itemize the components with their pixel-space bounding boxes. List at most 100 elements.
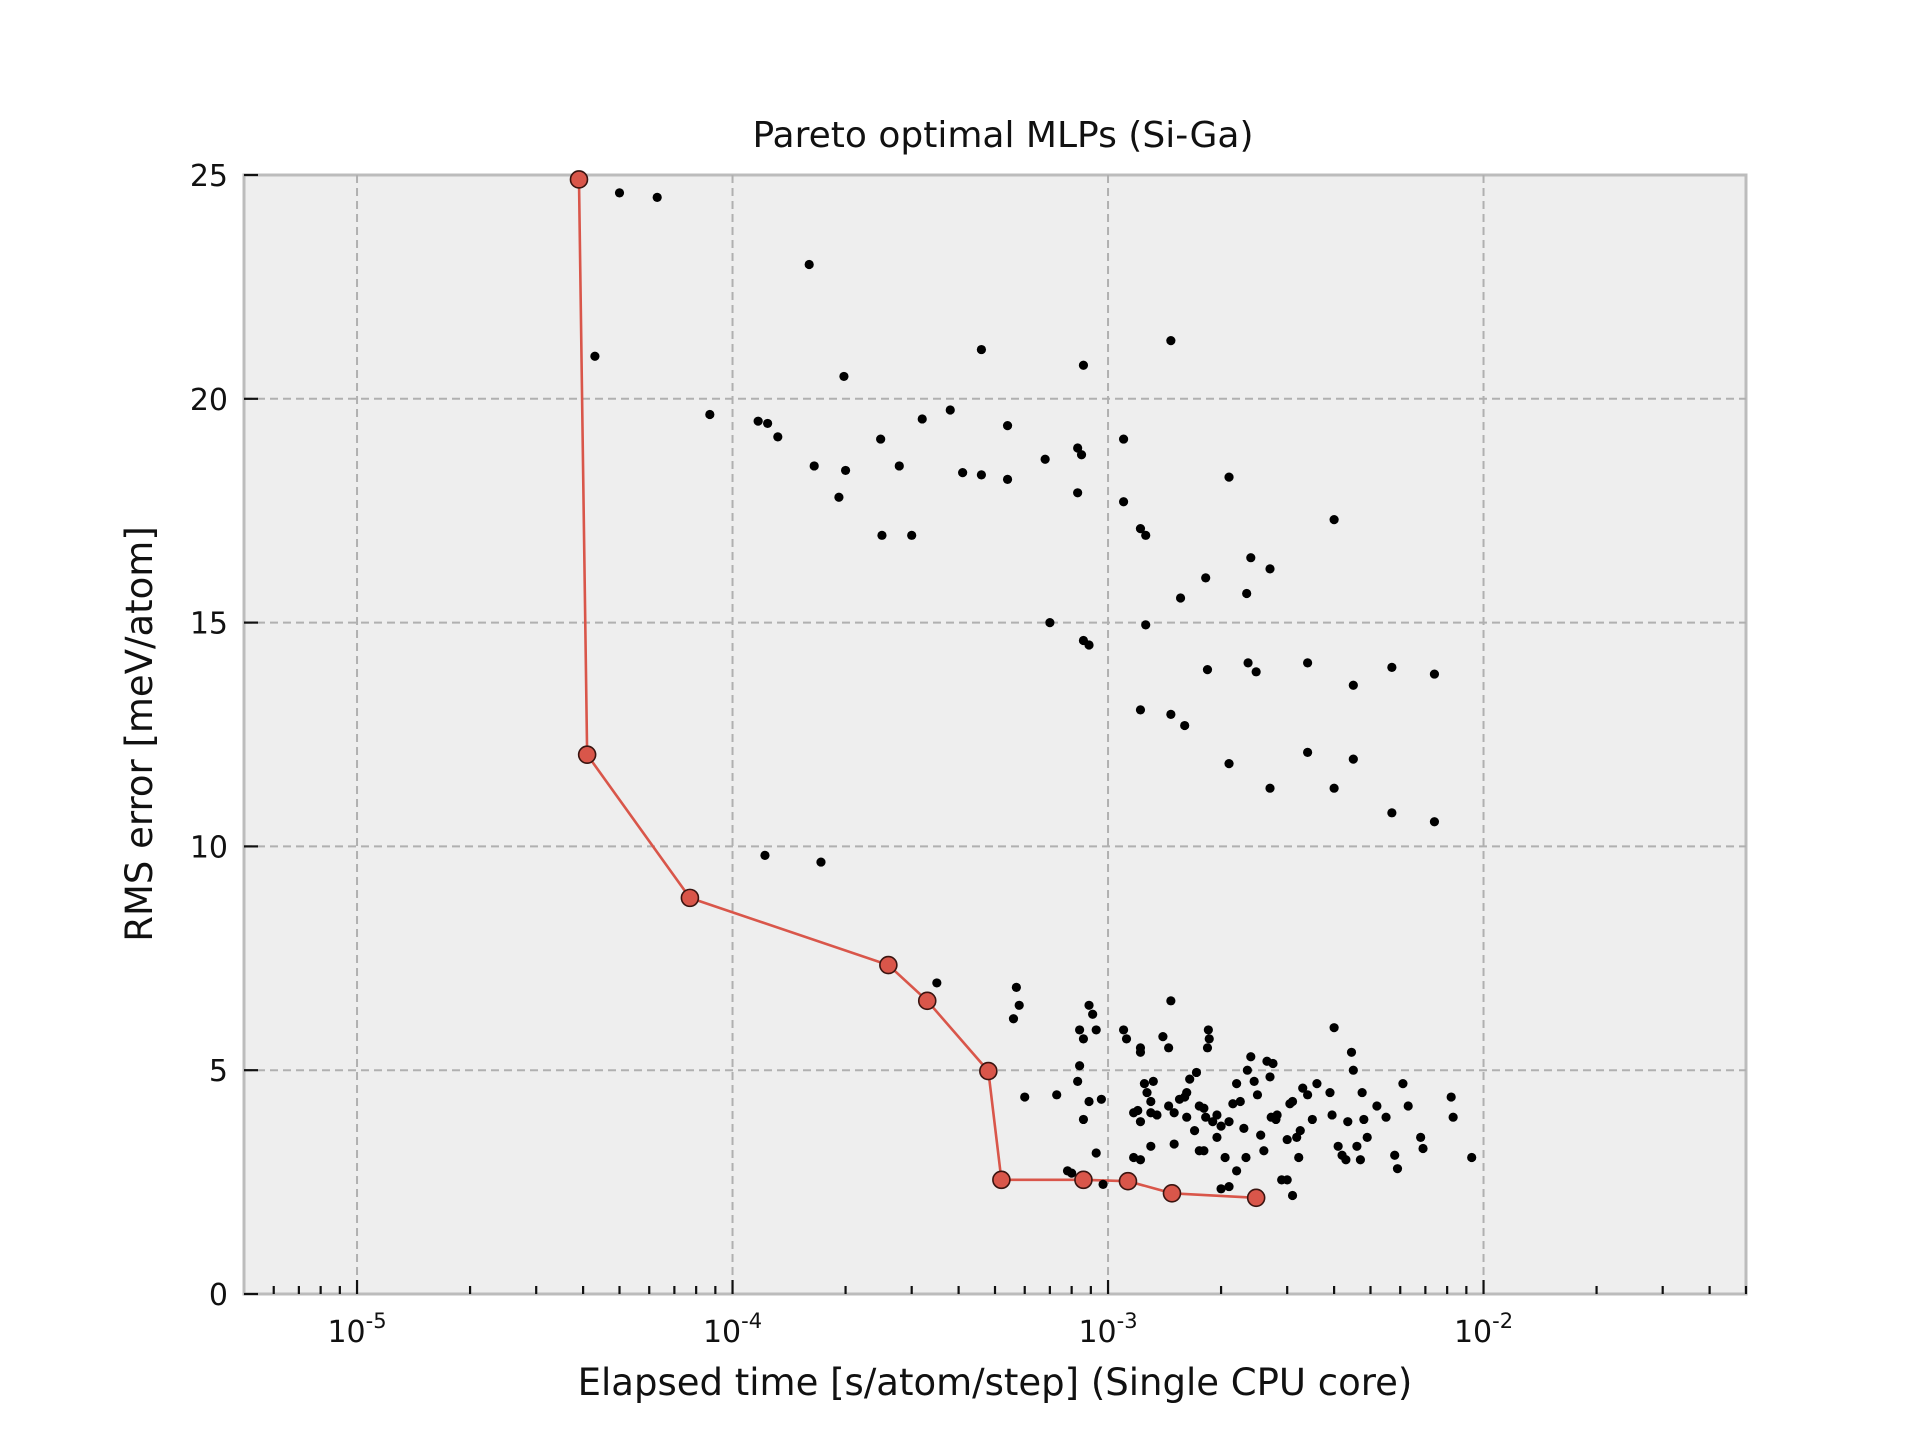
y-tick-label: 10	[190, 830, 228, 865]
data-point	[1008, 1014, 1019, 1024]
data-point	[773, 432, 783, 442]
data-point	[1075, 1025, 1085, 1035]
data-point	[1141, 620, 1151, 630]
data-point	[1265, 564, 1275, 574]
y-tick-label: 25	[190, 159, 228, 194]
data-point	[1359, 1114, 1369, 1125]
data-point	[1075, 1061, 1085, 1071]
data-point	[1158, 1032, 1168, 1042]
data-point	[652, 192, 662, 202]
data-point	[1362, 1132, 1372, 1142]
data-point	[1467, 1152, 1477, 1163]
x-tick-exponent: -3	[1117, 1309, 1138, 1333]
data-point	[1084, 1000, 1094, 1010]
data-point	[1303, 747, 1313, 758]
data-point	[1298, 1083, 1308, 1093]
data-point	[1212, 1132, 1222, 1142]
data-point	[1067, 1168, 1077, 1178]
pareto-point	[680, 888, 700, 908]
data-point	[1199, 1146, 1209, 1156]
data-point	[760, 850, 770, 860]
data-point	[1098, 1179, 1108, 1189]
data-point	[1076, 450, 1087, 460]
data-point	[753, 416, 763, 426]
data-point	[1357, 1087, 1367, 1098]
data-point	[932, 978, 942, 988]
pareto-point	[577, 745, 597, 764]
data-point	[1201, 1112, 1211, 1122]
data-point	[1287, 1190, 1298, 1201]
data-point	[1429, 817, 1440, 827]
chart-title: Pareto optimal MLPs (Si-Ga)	[752, 115, 1253, 156]
data-point	[1164, 1101, 1174, 1111]
data-point	[1251, 667, 1261, 677]
data-point	[1040, 454, 1050, 464]
data-point	[1387, 808, 1397, 818]
data-point	[1429, 669, 1440, 679]
data-point	[1084, 640, 1094, 650]
x-tick-base: 10	[1454, 1315, 1492, 1350]
data-point	[1189, 1126, 1200, 1136]
data-point	[976, 470, 987, 480]
scatter-series	[590, 188, 1477, 1201]
data-point	[1118, 1025, 1129, 1035]
data-point	[1142, 1087, 1152, 1098]
data-point	[1372, 1101, 1382, 1111]
data-point	[1118, 434, 1129, 444]
x-tick-exponent: -5	[366, 1309, 387, 1333]
pareto-point	[1118, 1171, 1138, 1191]
data-point	[1091, 1025, 1101, 1035]
data-point	[1135, 705, 1146, 715]
grid	[244, 175, 1746, 1294]
data-point	[1246, 553, 1256, 563]
x-tick-base: 10	[327, 1315, 365, 1350]
data-point	[1148, 1076, 1158, 1086]
data-point	[1294, 1152, 1304, 1163]
data-point	[1135, 524, 1146, 534]
data-point	[1242, 1065, 1252, 1075]
data-point	[907, 530, 917, 540]
data-point	[1208, 1117, 1218, 1127]
data-point	[1282, 1134, 1292, 1145]
data-point	[1352, 1141, 1362, 1151]
data-point	[1333, 1141, 1343, 1151]
data-point	[1228, 1099, 1238, 1109]
data-point	[1287, 1096, 1298, 1107]
data-point	[1185, 1074, 1195, 1084]
y-tick-label: 20	[190, 383, 228, 418]
x-axis-label: Elapsed time [s/atom/step] (Single CPU c…	[578, 1361, 1413, 1404]
data-point	[1398, 1079, 1408, 1089]
data-point	[1246, 1052, 1256, 1062]
data-point	[976, 344, 987, 355]
x-tick-base: 10	[1078, 1315, 1116, 1350]
data-point	[1355, 1155, 1366, 1165]
data-point	[1446, 1092, 1456, 1102]
data-point	[1078, 360, 1089, 370]
pareto-point	[917, 991, 937, 1011]
data-point	[1202, 664, 1213, 675]
data-point	[1329, 515, 1339, 525]
data-point	[705, 409, 715, 420]
x-tick-base: 10	[703, 1315, 741, 1350]
data-point	[1282, 1175, 1292, 1185]
data-point	[1232, 1166, 1242, 1176]
data-point	[1191, 1067, 1202, 1078]
data-point	[1252, 1090, 1263, 1100]
data-point	[1243, 658, 1253, 668]
data-point	[1216, 1121, 1226, 1131]
data-point	[1146, 1096, 1156, 1107]
data-point	[1152, 1110, 1162, 1120]
data-point	[1139, 1079, 1150, 1089]
data-point	[1118, 497, 1129, 507]
x-tick-label: 10-2	[1454, 1309, 1513, 1350]
data-point	[1014, 1000, 1024, 1010]
data-point	[1146, 1141, 1156, 1151]
data-point	[1164, 1043, 1174, 1053]
data-point	[1235, 1096, 1245, 1107]
data-point	[1011, 982, 1021, 992]
data-point	[804, 259, 814, 270]
pareto-point	[879, 955, 898, 975]
data-point	[1182, 1087, 1192, 1098]
pareto-point	[979, 1061, 998, 1081]
